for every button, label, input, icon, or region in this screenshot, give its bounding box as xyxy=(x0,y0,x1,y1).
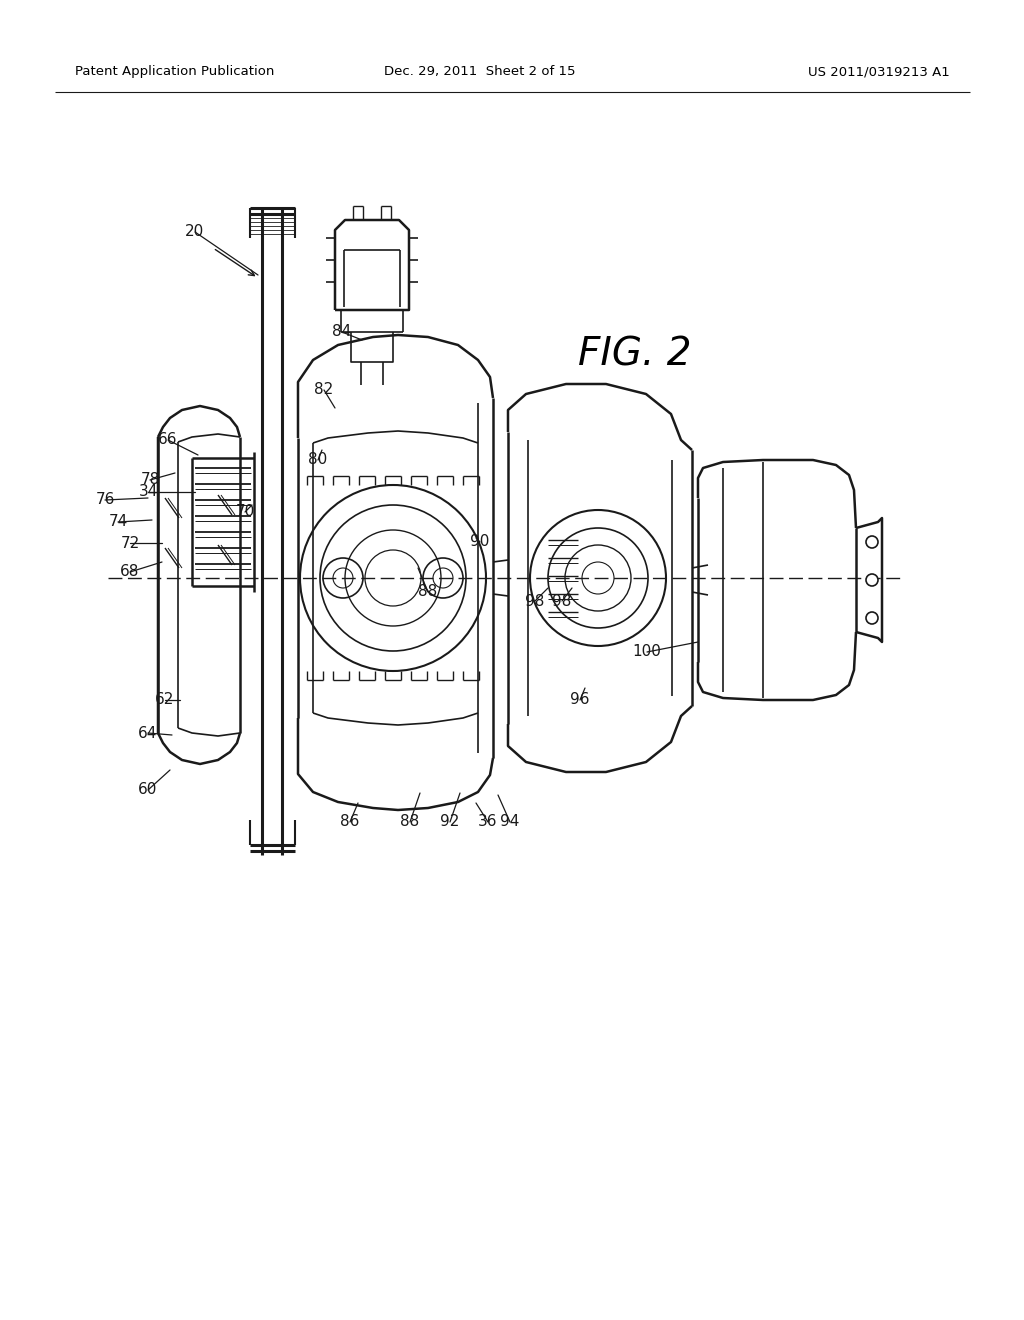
Circle shape xyxy=(866,612,878,624)
Text: 88: 88 xyxy=(400,814,420,829)
Text: 98: 98 xyxy=(525,594,545,609)
Text: 20: 20 xyxy=(185,224,205,239)
Text: 76: 76 xyxy=(95,492,115,507)
Text: 88: 88 xyxy=(419,585,437,599)
Text: 90: 90 xyxy=(470,535,489,549)
Text: 80: 80 xyxy=(308,453,328,467)
Text: 94: 94 xyxy=(501,814,520,829)
Text: 100: 100 xyxy=(633,644,662,660)
Text: 98: 98 xyxy=(552,594,571,609)
Text: 92: 92 xyxy=(440,814,460,829)
Text: FIG. 2: FIG. 2 xyxy=(579,337,692,374)
Text: US 2011/0319213 A1: US 2011/0319213 A1 xyxy=(808,66,950,78)
Text: 72: 72 xyxy=(121,536,139,550)
Text: 60: 60 xyxy=(138,783,158,797)
Text: 82: 82 xyxy=(314,383,334,397)
Text: 70: 70 xyxy=(236,504,255,520)
Text: 96: 96 xyxy=(570,693,590,708)
Text: 62: 62 xyxy=(156,693,175,708)
Text: 68: 68 xyxy=(120,565,139,579)
Text: 74: 74 xyxy=(109,515,128,529)
Circle shape xyxy=(866,536,878,548)
Circle shape xyxy=(866,574,878,586)
Text: 64: 64 xyxy=(138,726,158,741)
Text: 66: 66 xyxy=(159,433,178,447)
Text: Patent Application Publication: Patent Application Publication xyxy=(75,66,274,78)
Text: 34: 34 xyxy=(138,484,158,499)
Text: 78: 78 xyxy=(140,473,160,487)
Text: 36: 36 xyxy=(478,814,498,829)
Text: 84: 84 xyxy=(333,325,351,339)
Text: 86: 86 xyxy=(340,814,359,829)
Text: Dec. 29, 2011  Sheet 2 of 15: Dec. 29, 2011 Sheet 2 of 15 xyxy=(384,66,575,78)
